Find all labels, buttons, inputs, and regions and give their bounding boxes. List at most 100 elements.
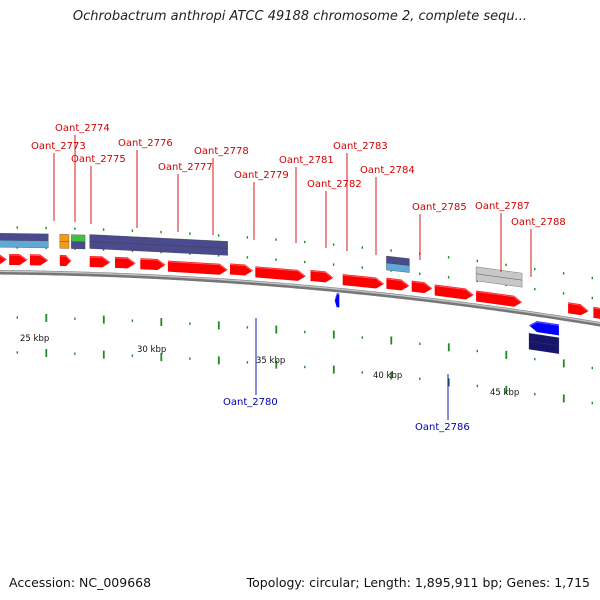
major-tick (275, 360, 278, 369)
gene-oant-2786[interactable] (528, 321, 559, 336)
gene-unlabeled-21[interactable] (29, 254, 49, 266)
gene-oant-2779[interactable] (310, 270, 334, 283)
minor-tick (476, 259, 478, 263)
gene-oant-2782[interactable] (386, 277, 410, 291)
gene-label-text[interactable]: Oant_2782 (307, 179, 362, 190)
gene-unlabeled-22[interactable] (59, 254, 72, 267)
gene-label-oant-2776[interactable]: Oant_2776 (118, 138, 173, 228)
major-tick (275, 325, 278, 334)
gene-arrow-highlight (310, 270, 334, 280)
minor-tick (534, 267, 536, 271)
kbp-label: 45 kbp (490, 388, 519, 398)
gene-oant-2788[interactable] (593, 306, 600, 321)
gene-arrow-highlight (29, 254, 49, 262)
gene-label-text[interactable]: Oant_2775 (71, 154, 126, 165)
gene-arrow-highlight (9, 254, 28, 262)
gene-oant-2775[interactable] (140, 258, 166, 270)
gene-label-oant-2774[interactable]: Oant_2774 (55, 123, 110, 222)
gene-arrows[interactable] (0, 254, 600, 336)
minor-tick (332, 263, 335, 266)
gene-label-oant-2786[interactable]: Oant_2786 (415, 374, 470, 433)
kbp-labels: 25 kbp 30 kbp 35 kbp 40 kbp 45 kbp (20, 334, 519, 398)
gene-label-oant-2775[interactable]: Oant_2775 (71, 154, 126, 224)
gene-label-text[interactable]: Oant_2780 (223, 397, 278, 408)
minor-tick (591, 296, 593, 300)
gene-label-text[interactable]: Oant_2777 (158, 162, 213, 173)
gene-arrow-shape (476, 290, 523, 307)
gene-oant-2785[interactable] (476, 290, 523, 307)
backbone-line (0, 270, 600, 327)
gene-unlabeled-19[interactable] (0, 254, 8, 265)
minor-tick (217, 234, 220, 237)
minor-tick (189, 357, 191, 360)
minor-tick (361, 266, 363, 269)
gene-label-oant-2783[interactable]: Oant_2783 (333, 141, 388, 251)
minor-tick (591, 366, 593, 370)
gene-label-oant-2785[interactable]: Oant_2785 (412, 202, 467, 260)
gene-oant-2777[interactable] (229, 263, 254, 276)
gene-label-text[interactable]: Oant_2785 (412, 202, 467, 213)
gene-label-oant-2773[interactable]: Oant_2773 (31, 141, 86, 221)
gene-oant-2776[interactable] (167, 260, 228, 275)
gene-oant-2773[interactable] (89, 256, 111, 268)
gene-label-text[interactable]: Oant_2779 (234, 170, 289, 181)
gene-label-oant-2777[interactable]: Oant_2777 (158, 162, 213, 232)
minor-tick (16, 316, 18, 319)
major-tick (562, 394, 565, 403)
gene-label-text[interactable]: Oant_2786 (415, 422, 470, 433)
accession-text: Accession: NC_009668 (9, 575, 152, 590)
gene-label-text[interactable]: Oant_2781 (279, 155, 334, 166)
gene-oant-2783[interactable] (411, 280, 433, 294)
minor-tick (534, 392, 536, 396)
gene-arrow-shape (115, 256, 136, 269)
major-tick (332, 365, 335, 374)
gene-label-oant-2788[interactable]: Oant_2788 (511, 217, 566, 277)
gene-label-text[interactable]: Oant_2783 (333, 141, 388, 152)
gene-arrow-highlight (476, 291, 523, 304)
gene-oant-2787[interactable] (568, 302, 590, 316)
gene-arrow-highlight (0, 255, 8, 261)
gene-label-text[interactable]: Oant_2788 (511, 217, 566, 228)
gene-arrow-shape (593, 306, 600, 319)
gene-label-text[interactable]: Oant_2787 (475, 201, 530, 212)
minor-tick (189, 232, 191, 235)
gene-label-oant-2784[interactable]: Oant_2784 (360, 165, 415, 255)
gene-arrow-highlight (528, 321, 559, 327)
minor-tick (160, 230, 162, 234)
cog-block-3 (89, 234, 228, 256)
gene-oant-2774[interactable] (114, 256, 136, 269)
gene-arrow-highlight (59, 255, 72, 263)
gene-arrow-highlight (434, 285, 475, 297)
gene-oant-2778[interactable] (255, 266, 307, 281)
minor-tick (332, 243, 335, 246)
gene-oant-2784[interactable] (434, 284, 475, 300)
minor-tick (16, 226, 18, 229)
gene-unlabeled-20[interactable] (9, 254, 28, 266)
minor-tick (304, 240, 306, 244)
minor-tick (246, 326, 249, 329)
cog-block-4 (386, 255, 410, 273)
gene-label-oant-2780[interactable]: Oant_2780 (223, 318, 278, 408)
gene-arrow-shape (434, 284, 474, 300)
gene-label-oant-2787[interactable]: Oant_2787 (475, 201, 530, 272)
gene-label-oant-2779[interactable]: Oant_2779 (234, 170, 289, 240)
gene-oant-2780[interactable] (334, 293, 340, 308)
major-tick (217, 356, 220, 365)
gene-label-text[interactable]: Oant_2776 (118, 138, 173, 149)
minor-tick (304, 260, 306, 264)
gene-label-text[interactable]: Oant_2784 (360, 165, 415, 176)
gene-label-oant-2781[interactable]: Oant_2781 (279, 155, 334, 243)
cog-band (59, 241, 70, 249)
gene-label-oant-2782[interactable]: Oant_2782 (307, 179, 362, 248)
gene-label-text[interactable]: Oant_2773 (31, 141, 86, 152)
gene-label-oant-2778[interactable]: Oant_2778 (194, 146, 249, 235)
gene-labels[interactable]: Oant_2773 Oant_2774 Oant_2775 Oant_2776 Oant… (31, 123, 566, 433)
minor-tick (74, 352, 76, 355)
gene-arrow-highlight (593, 307, 600, 310)
gene-label-text[interactable]: Oant_2778 (194, 146, 249, 157)
cog-band (59, 234, 70, 242)
gene-label-text[interactable]: Oant_2774 (55, 123, 110, 134)
gene-arrow-shape (0, 254, 7, 265)
gene-oant-2781[interactable] (342, 274, 385, 289)
